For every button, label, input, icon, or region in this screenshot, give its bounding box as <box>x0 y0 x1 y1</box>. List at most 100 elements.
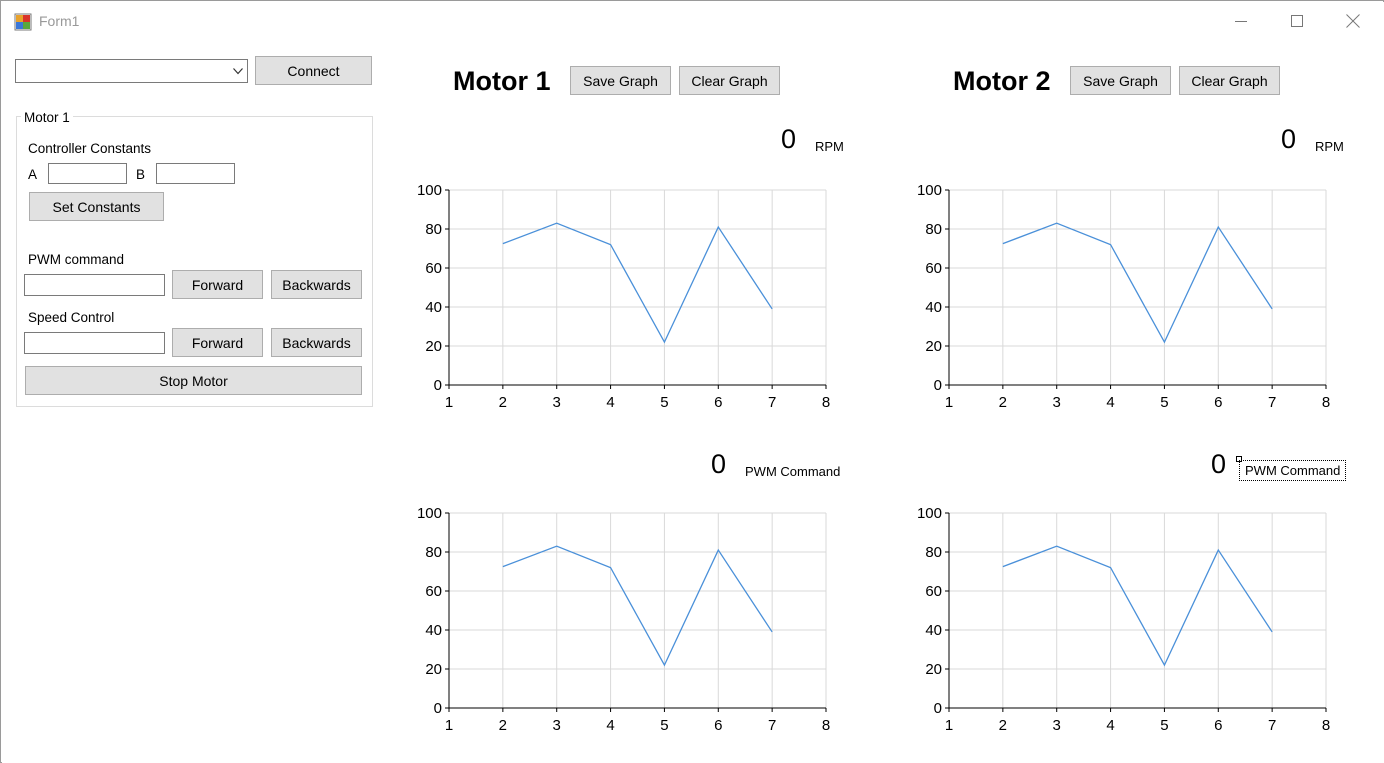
maximize-icon <box>1291 15 1303 27</box>
y-tick-label: 20 <box>925 338 942 355</box>
speed-backwards-button[interactable]: Backwards <box>271 328 362 357</box>
motor-2-pwm-value: 0 <box>1211 449 1227 479</box>
y-tick-label: 0 <box>934 377 942 394</box>
y-tick-label: 60 <box>425 583 442 600</box>
series-line <box>502 545 773 667</box>
connect-button[interactable]: Connect <box>255 56 372 85</box>
x-tick-label: 2 <box>499 394 507 411</box>
y-tick-label: 20 <box>925 661 942 678</box>
x-tick-label: 4 <box>606 394 614 411</box>
x-tick-label: 2 <box>499 717 507 734</box>
y-tick-label: 40 <box>425 299 442 316</box>
x-tick-label: 1 <box>445 717 453 734</box>
y-tick-label: 0 <box>434 377 442 394</box>
minimize-button[interactable] <box>1213 3 1269 39</box>
series-line <box>1002 222 1273 344</box>
x-tick-label: 1 <box>945 394 953 411</box>
motor-2-save-graph-button[interactable]: Save Graph <box>1070 66 1171 95</box>
x-tick-label: 8 <box>1322 394 1330 411</box>
close-button[interactable] <box>1325 3 1381 39</box>
x-tick-label: 6 <box>1214 394 1222 411</box>
x-tick-label: 6 <box>714 394 722 411</box>
stop-motor-button[interactable]: Stop Motor <box>25 366 362 395</box>
form-app-icon <box>14 13 32 31</box>
pwm-command-label: PWM command <box>28 252 125 267</box>
x-tick-label: 5 <box>1160 717 1168 734</box>
x-tick-label: 5 <box>1160 394 1168 411</box>
motor-2-rpm-unit: RPM <box>1315 139 1344 154</box>
motor-1-save-graph-button[interactable]: Save Graph <box>570 66 671 95</box>
motor-1-pwm-unit: PWM Command <box>745 464 841 479</box>
minimize-icon <box>1235 21 1247 22</box>
constant-a-label: A <box>28 167 38 182</box>
x-tick-label: 3 <box>553 394 561 411</box>
pwm-backwards-button[interactable]: Backwards <box>271 270 362 299</box>
set-constants-button[interactable]: Set Constants <box>29 192 164 221</box>
pwm-command-input[interactable] <box>24 274 165 296</box>
x-tick-label: 7 <box>768 717 776 734</box>
x-tick-label: 6 <box>714 717 722 734</box>
x-tick-label: 1 <box>945 717 953 734</box>
y-tick-label: 100 <box>917 182 942 199</box>
maximize-button[interactable] <box>1269 3 1325 39</box>
close-icon <box>1346 14 1360 28</box>
speed-control-input[interactable] <box>24 332 165 354</box>
motor-2-clear-graph-button[interactable]: Clear Graph <box>1179 66 1280 95</box>
y-tick-label: 20 <box>425 338 442 355</box>
x-tick-label: 5 <box>660 717 668 734</box>
motor-1-rpm-value: 0 <box>781 124 797 154</box>
chevron-down-icon <box>233 68 243 75</box>
motor-2-title: Motor 2 <box>953 66 1051 96</box>
motor-1-clear-graph-button[interactable]: Clear Graph <box>679 66 780 95</box>
y-tick-label: 100 <box>417 505 442 522</box>
series-line <box>1002 545 1273 667</box>
constant-a-input[interactable] <box>48 163 127 184</box>
x-tick-label: 4 <box>1106 394 1114 411</box>
x-tick-label: 4 <box>1106 717 1114 734</box>
pwm-forward-button[interactable]: Forward <box>172 270 263 299</box>
motor-group-caption: Motor 1 <box>21 110 73 125</box>
x-tick-label: 3 <box>553 717 561 734</box>
motor-2-rpm-value: 0 <box>1281 124 1297 154</box>
y-tick-label: 0 <box>434 700 442 717</box>
port-select[interactable] <box>15 59 248 83</box>
x-tick-label: 8 <box>1322 717 1330 734</box>
y-tick-label: 0 <box>934 700 942 717</box>
motor-1-title: Motor 1 <box>453 66 551 96</box>
y-tick-label: 100 <box>917 505 942 522</box>
title-bar[interactable]: Form1 <box>2 2 1384 40</box>
constant-b-input[interactable] <box>156 163 235 184</box>
x-tick-label: 8 <box>822 717 830 734</box>
y-tick-label: 40 <box>425 622 442 639</box>
motor-1-pwm-value: 0 <box>711 449 727 479</box>
x-tick-label: 2 <box>999 394 1007 411</box>
y-tick-label: 60 <box>925 260 942 277</box>
y-tick-label: 80 <box>425 544 442 561</box>
y-tick-label: 40 <box>925 299 942 316</box>
x-tick-label: 3 <box>1053 717 1061 734</box>
x-tick-label: 3 <box>1053 394 1061 411</box>
speed-forward-button[interactable]: Forward <box>172 328 263 357</box>
x-tick-label: 1 <box>445 394 453 411</box>
y-tick-label: 40 <box>925 622 942 639</box>
window-title: Form1 <box>39 13 80 29</box>
y-tick-label: 80 <box>425 221 442 238</box>
x-tick-label: 5 <box>660 394 668 411</box>
motor-control-group <box>16 116 373 407</box>
x-tick-label: 2 <box>999 717 1007 734</box>
speed-control-label: Speed Control <box>28 310 115 325</box>
series-line <box>502 222 773 344</box>
x-tick-label: 6 <box>1214 717 1222 734</box>
motor-2-pwm-unit[interactable]: PWM Command <box>1239 460 1347 481</box>
y-tick-label: 20 <box>425 661 442 678</box>
x-tick-label: 8 <box>822 394 830 411</box>
constant-b-label: B <box>136 167 146 182</box>
motor-1-rpm-unit: RPM <box>815 139 844 154</box>
controller-constants-label: Controller Constants <box>28 141 152 156</box>
y-tick-label: 80 <box>925 544 942 561</box>
